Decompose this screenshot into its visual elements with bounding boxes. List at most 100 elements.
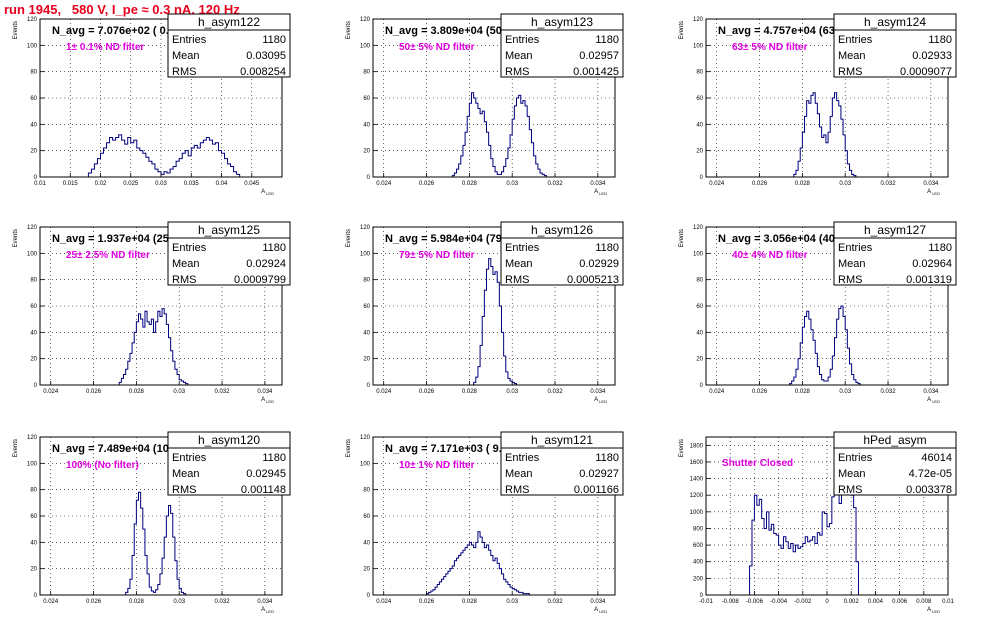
stats-value: 0.02927	[579, 468, 619, 480]
histogram-line	[793, 92, 857, 177]
x-tick-label: 0.034	[923, 389, 939, 395]
y-tick-label: 200	[693, 576, 704, 582]
x-tick-label: 0.008	[916, 599, 932, 605]
x-tick-label: 0.034	[590, 599, 606, 605]
y-tick-label: 0	[367, 593, 371, 599]
x-axis-label: A LED	[927, 189, 940, 196]
histogram-pad-h_asym120: 0.024 0.026 0.028 0.03 0.032 0.034 0 20 40 60 80 10…	[13, 431, 291, 614]
x-tick-label: 0.03	[173, 599, 185, 605]
stats-value: 0.001319	[906, 274, 952, 286]
filter-label: Shutter Closed	[722, 458, 793, 469]
y-tick-label: 120	[27, 435, 38, 441]
x-tick-label: 0.026	[752, 389, 768, 395]
y-tick-label: 40	[363, 330, 370, 336]
stats-value: 0.02933	[912, 50, 952, 62]
x-tick-label: 0.024	[376, 389, 392, 395]
y-tick-label: 20	[696, 357, 703, 363]
x-axis-label: A LED	[927, 607, 940, 614]
y-tick-label: 120	[693, 225, 704, 231]
y-tick-label: 120	[27, 17, 38, 23]
x-tick-label: 0.032	[548, 181, 564, 187]
x-tick-label: 0.032	[215, 389, 231, 395]
stats-value: 0.001425	[573, 66, 619, 78]
histogram-pad-h_asym125: 0.024 0.026 0.028 0.03 0.032 0.034 0 20 40 60 80 10…	[13, 221, 291, 404]
histogram-title: N_avg = 5.984e+04 (79.9 %)	[385, 233, 528, 245]
stats-key: RMS	[505, 66, 529, 78]
y-tick-label: 400	[693, 560, 704, 566]
y-tick-label: 1800	[690, 443, 704, 449]
stats-box	[833, 13, 957, 78]
y-tick-label: 40	[363, 540, 370, 546]
y-tick-label: 80	[696, 70, 703, 76]
x-axis-label: A LED	[594, 397, 607, 404]
y-tick-label: 0	[700, 383, 704, 389]
x-tick-label: 0.026	[419, 389, 435, 395]
x-tick-label: 0.032	[215, 599, 231, 605]
histogram-line	[789, 305, 861, 385]
histogram-title: N_avg = 7.076e+02 ( 0.9 %)	[52, 25, 192, 37]
stats-key: RMS	[172, 484, 196, 496]
x-tick-label: 0.026	[419, 599, 435, 605]
y-tick-label: 60	[696, 304, 703, 310]
x-tick-label: 0.028	[462, 389, 478, 395]
stats-value: 1180	[595, 34, 619, 46]
y-tick-label: 40	[696, 330, 703, 336]
y-tick-label: 20	[30, 149, 37, 155]
x-tick-label: 0.002	[844, 599, 860, 605]
stats-value: 0.02964	[912, 258, 952, 270]
x-tick-label: 0.024	[43, 599, 59, 605]
stats-value: 1180	[595, 452, 619, 464]
y-tick-label: 80	[363, 278, 370, 284]
y-tick-label: 0	[700, 593, 704, 599]
stats-key: Mean	[172, 258, 200, 270]
y-axis-label: Events	[679, 229, 685, 247]
stats-value: 0.02957	[579, 50, 619, 62]
histogram-title: N_avg = 7.171e+03 ( 9.6 %)	[385, 443, 525, 455]
histogram-name: h_asym120	[198, 433, 260, 447]
filter-label: 100% (No filter)	[66, 460, 139, 471]
y-tick-label: 40	[30, 330, 37, 336]
stats-key: Mean	[838, 50, 866, 62]
x-tick-label: 0.026	[419, 181, 435, 187]
y-tick-label: 100	[360, 251, 371, 257]
y-tick-label: 80	[30, 488, 37, 494]
histogram-line	[473, 258, 517, 385]
x-tick-label: -0.006	[746, 599, 764, 605]
y-axis-label: Events	[346, 229, 352, 247]
x-tick-label: 0.034	[257, 389, 273, 395]
stats-key: Mean	[505, 468, 533, 480]
x-tick-label: 0.035	[184, 181, 200, 187]
histogram-pad-h_asym127: 0.024 0.026 0.028 0.03 0.032 0.034 0 20 40 60 80 10…	[679, 221, 957, 404]
stats-key: RMS	[505, 484, 529, 496]
stats-value: 1180	[595, 242, 619, 254]
y-tick-label: 120	[27, 225, 38, 231]
histogram-line	[451, 92, 547, 177]
y-tick-label: 100	[693, 43, 704, 49]
stats-key: Entries	[172, 34, 207, 46]
x-tick-label: 0.045	[244, 181, 260, 187]
histogram-pad-h_asym123: 0.024 0.026 0.028 0.03 0.032 0.034 0 20 40 60 80 10…	[346, 13, 624, 196]
x-tick-label: 0.004	[868, 599, 884, 605]
x-tick-label: 0.024	[709, 181, 725, 187]
stats-key: RMS	[172, 274, 196, 286]
y-tick-label: 20	[30, 567, 37, 573]
y-axis-label: Events	[346, 21, 352, 39]
filter-label: 50± 5% ND filter	[399, 42, 475, 53]
y-tick-label: 40	[30, 122, 37, 128]
x-tick-label: -0.01	[699, 599, 713, 605]
x-tick-label: 0.026	[86, 599, 102, 605]
y-tick-label: 1000	[690, 510, 704, 516]
x-tick-label: 0.032	[548, 599, 564, 605]
histogram-line	[118, 308, 189, 385]
stats-box	[167, 221, 291, 286]
x-tick-label: 0.034	[923, 181, 939, 187]
histogram-title: N_avg = 3.809e+04 (50.9 %)	[385, 25, 528, 37]
x-tick-label: 0.03	[839, 389, 851, 395]
y-tick-label: 100	[27, 251, 38, 257]
y-tick-label: 120	[360, 435, 371, 441]
stats-key: RMS	[838, 484, 862, 496]
y-tick-label: 60	[696, 96, 703, 102]
y-tick-label: 60	[30, 304, 37, 310]
stats-key: Entries	[505, 452, 540, 464]
x-tick-label: 0.028	[462, 599, 478, 605]
